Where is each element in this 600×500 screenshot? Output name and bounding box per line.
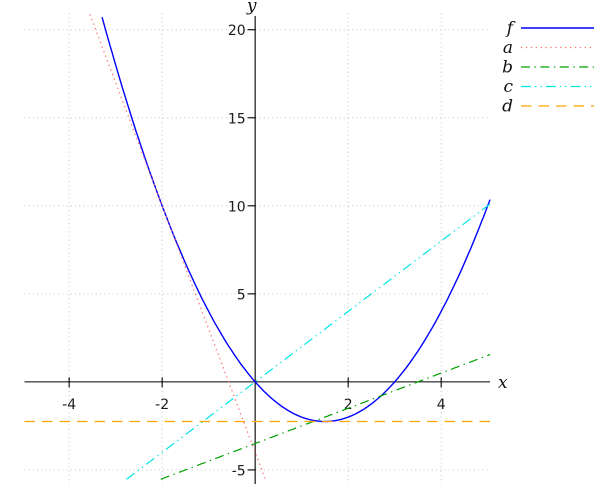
x-axis-label: x xyxy=(498,373,508,393)
legend-item-c: c xyxy=(503,77,594,97)
legend-label-d: d xyxy=(502,97,513,117)
legend-item-f: f xyxy=(505,19,594,39)
legend-item-b: b xyxy=(502,58,594,78)
y-axis-label: y xyxy=(246,0,257,16)
y-tick-label: 15 xyxy=(228,111,246,127)
series-c-curve xyxy=(126,203,491,480)
legend-label-c: c xyxy=(503,77,513,97)
series-f-curve xyxy=(101,17,491,423)
axes xyxy=(24,16,490,484)
y-tick-label: 10 xyxy=(228,199,246,215)
x-tick-label: 4 xyxy=(437,397,446,413)
x-tick-label: -4 xyxy=(62,397,76,413)
legend-label-f: f xyxy=(505,19,516,39)
x-tick-label: -2 xyxy=(155,397,169,413)
series-a-curve xyxy=(89,14,266,479)
y-tick-label: 20 xyxy=(228,23,246,39)
y-tick-label: 5 xyxy=(237,287,246,303)
y-tick-label: -5 xyxy=(232,463,246,479)
tick-labels: -4 -2 2 4 20 15 10 5 -5 xyxy=(62,23,446,479)
series-b-curve xyxy=(160,354,491,480)
legend-item-d: d xyxy=(502,97,594,117)
legend-item-a: a xyxy=(503,38,594,58)
curves xyxy=(24,14,491,480)
gridlines xyxy=(24,13,490,484)
x-tick-label: 2 xyxy=(344,397,353,413)
legend-label-a: a xyxy=(503,38,513,58)
legend-label-b: b xyxy=(502,58,513,78)
